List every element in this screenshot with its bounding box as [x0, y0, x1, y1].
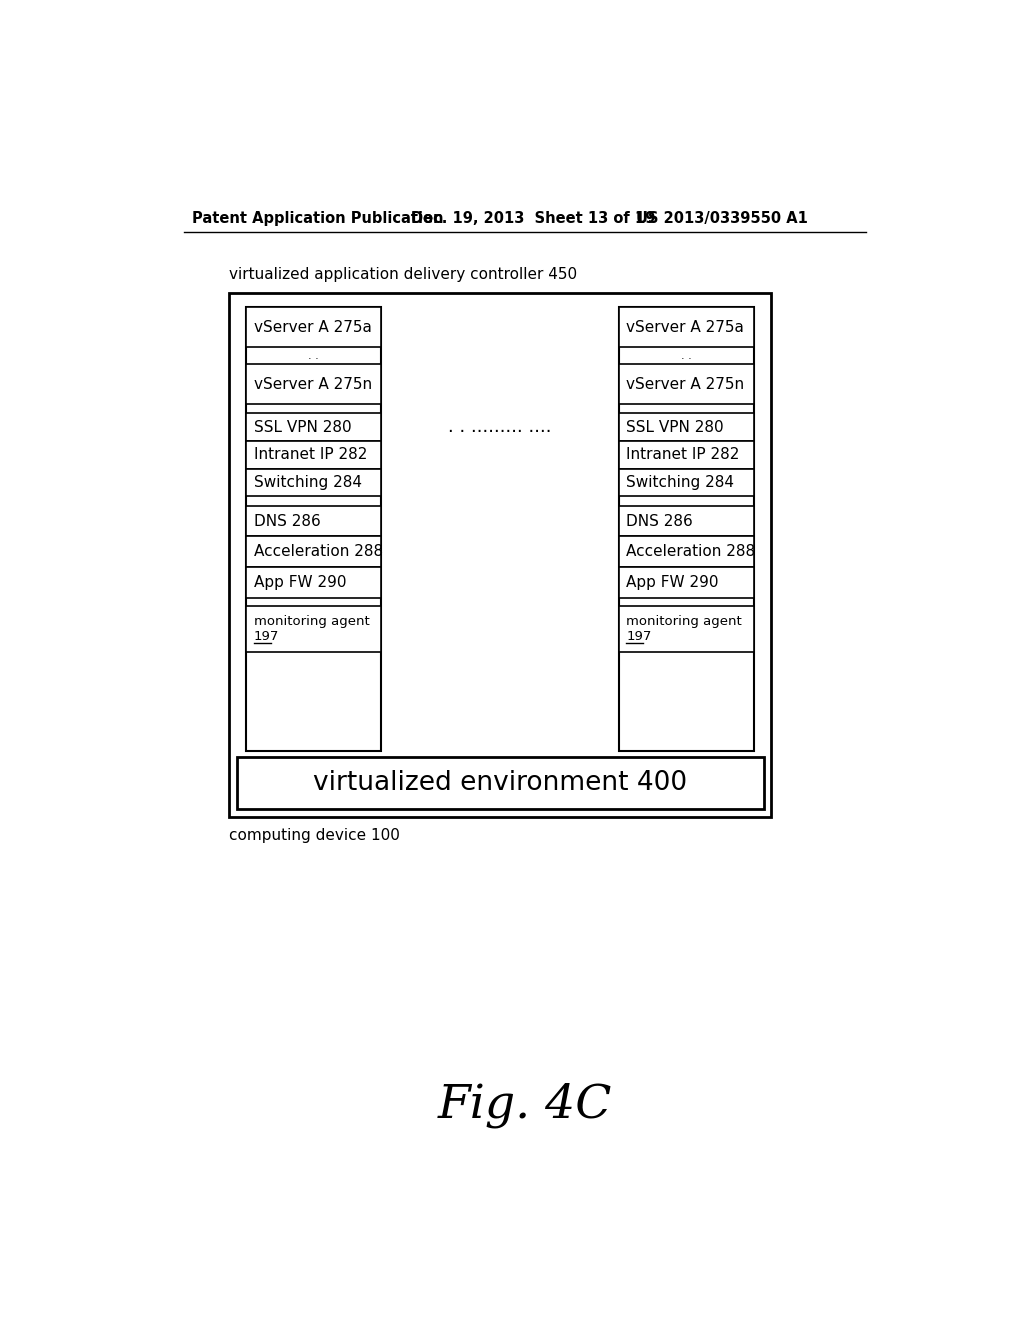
Text: monitoring agent: monitoring agent [254, 615, 370, 628]
Text: Switching 284: Switching 284 [627, 475, 734, 490]
Bar [618, 568, 755, 598]
Bar [237, 756, 764, 809]
Text: Switching 284: Switching 284 [254, 475, 361, 490]
Text: . . ......... ....: . . ......... .... [449, 418, 552, 436]
Bar [246, 536, 381, 568]
Text: DNS 286: DNS 286 [627, 513, 693, 528]
Text: Acceleration 288: Acceleration 288 [627, 544, 756, 560]
Bar [246, 364, 381, 404]
Bar [618, 308, 755, 751]
Text: computing device 100: computing device 100 [228, 829, 399, 843]
Text: DNS 286: DNS 286 [254, 513, 321, 528]
Text: vServer A 275n: vServer A 275n [254, 376, 372, 392]
Bar [246, 441, 381, 469]
Text: 197: 197 [627, 630, 651, 643]
Bar [246, 606, 381, 652]
Text: vServer A 275a: vServer A 275a [254, 319, 372, 334]
Text: . .: . . [681, 351, 692, 360]
Text: App FW 290: App FW 290 [254, 576, 346, 590]
Text: Dec. 19, 2013  Sheet 13 of 19: Dec. 19, 2013 Sheet 13 of 19 [411, 211, 655, 226]
Bar [618, 606, 755, 652]
Text: Patent Application Publication: Patent Application Publication [191, 211, 443, 226]
Bar [246, 469, 381, 496]
Bar [618, 441, 755, 469]
Bar [246, 308, 381, 751]
Bar [618, 364, 755, 404]
Text: Acceleration 288: Acceleration 288 [254, 544, 383, 560]
Bar [246, 308, 381, 347]
Text: virtualized application delivery controller 450: virtualized application delivery control… [228, 268, 577, 282]
Bar [246, 506, 381, 536]
Bar [618, 506, 755, 536]
Bar [618, 308, 755, 347]
Text: US 2013/0339550 A1: US 2013/0339550 A1 [636, 211, 808, 226]
Text: Fig. 4C: Fig. 4C [437, 1082, 612, 1129]
Bar [618, 536, 755, 568]
Text: 197: 197 [254, 630, 279, 643]
Text: Intranet IP 282: Intranet IP 282 [627, 447, 739, 462]
Bar [246, 568, 381, 598]
Bar [228, 293, 771, 817]
Text: vServer A 275n: vServer A 275n [627, 376, 744, 392]
Text: SSL VPN 280: SSL VPN 280 [627, 420, 724, 434]
Text: Intranet IP 282: Intranet IP 282 [254, 447, 367, 462]
Text: monitoring agent: monitoring agent [627, 615, 742, 628]
Text: virtualized environment 400: virtualized environment 400 [313, 770, 687, 796]
Bar [618, 469, 755, 496]
Bar [618, 413, 755, 441]
Text: App FW 290: App FW 290 [627, 576, 719, 590]
Bar [246, 413, 381, 441]
Text: SSL VPN 280: SSL VPN 280 [254, 420, 351, 434]
Text: vServer A 275a: vServer A 275a [627, 319, 744, 334]
Text: . .: . . [308, 351, 319, 360]
